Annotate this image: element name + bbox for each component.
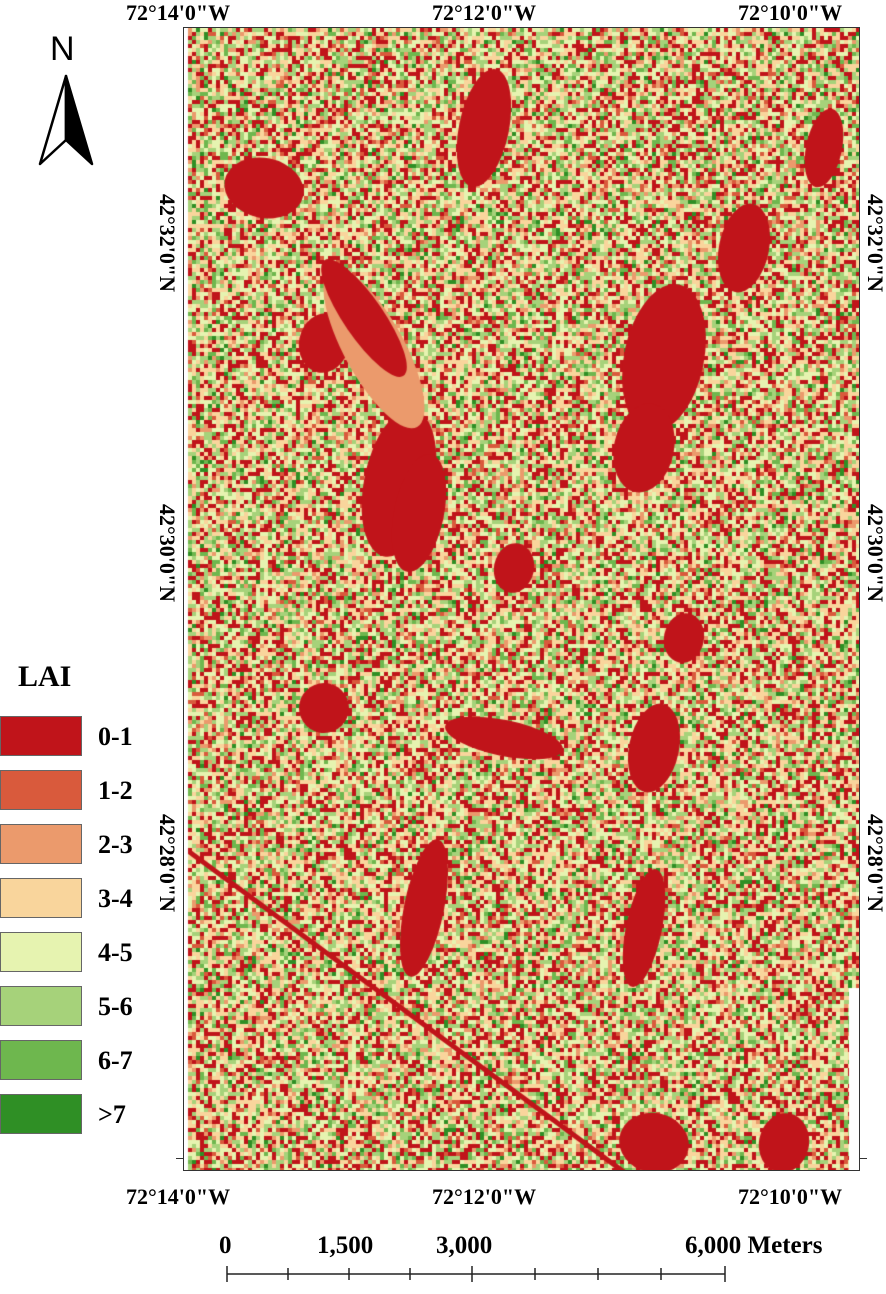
- legend-label: >7: [98, 1100, 126, 1129]
- legend-item: 5-6: [0, 986, 150, 1030]
- legend-swatch: [0, 824, 82, 864]
- lai-raster-map: [183, 27, 860, 1171]
- left-lat-label-3: 42°28'0"N: [155, 813, 180, 912]
- legend-label: 2-3: [98, 830, 133, 859]
- legend-label: 6-7: [98, 1046, 133, 1075]
- scale-label-1500: 1,500: [317, 1232, 374, 1259]
- legend-item: 4-5: [0, 932, 150, 976]
- right-lat-label-1: 42°32'0"N: [863, 193, 886, 292]
- north-arrow-icon: [38, 74, 94, 166]
- legend-label: 4-5: [98, 938, 133, 967]
- frame-tick: [176, 1158, 183, 1159]
- frame-tick: [860, 1158, 867, 1159]
- legend-swatch: [0, 716, 82, 756]
- top-lon-label-1: 72°14'0"W: [126, 0, 231, 25]
- legend-item: 1-2: [0, 770, 150, 814]
- left-lat-label-2: 42°30'0"N: [155, 503, 180, 602]
- legend-swatch: [0, 932, 82, 972]
- legend-label: 3-4: [98, 884, 133, 913]
- bottom-lon-label-2: 72°12'0"W: [432, 1184, 537, 1209]
- top-lon-label-2: 72°12'0"W: [432, 0, 537, 25]
- top-lon-label-3: 72°10'0"W: [738, 0, 843, 25]
- scale-label-0: 0: [219, 1232, 232, 1259]
- scale-label-3000: 3,000: [436, 1232, 493, 1259]
- bottom-lon-label-3: 72°10'0"W: [738, 1184, 843, 1209]
- legend-swatch: [0, 878, 82, 918]
- legend-swatch: [0, 1094, 82, 1134]
- lai-raster-canvas: [184, 28, 859, 1170]
- legend-swatch: [0, 1040, 82, 1080]
- legend-title: LAI: [18, 660, 72, 693]
- scale-bar: [226, 1266, 726, 1282]
- left-lat-label-1: 42°32'0"N: [155, 193, 180, 292]
- north-arrow-label: N: [50, 30, 75, 68]
- bottom-lon-label-1: 72°14'0"W: [126, 1184, 231, 1209]
- right-lat-label-3: 42°28'0"N: [863, 813, 886, 912]
- legend-swatch: [0, 770, 82, 810]
- legend-label: 0-1: [98, 722, 133, 751]
- legend-item: 0-1: [0, 716, 150, 760]
- legend-item: 2-3: [0, 824, 150, 868]
- legend-item: 3-4: [0, 878, 150, 922]
- legend-item: 6-7: [0, 1040, 150, 1084]
- legend-label: 1-2: [98, 776, 133, 805]
- legend-swatch: [0, 986, 82, 1026]
- right-lat-label-2: 42°30'0"N: [863, 503, 886, 602]
- legend-item: >7: [0, 1094, 150, 1138]
- scale-label-6000: 6,000 Meters: [685, 1232, 823, 1259]
- legend-label: 5-6: [98, 992, 133, 1021]
